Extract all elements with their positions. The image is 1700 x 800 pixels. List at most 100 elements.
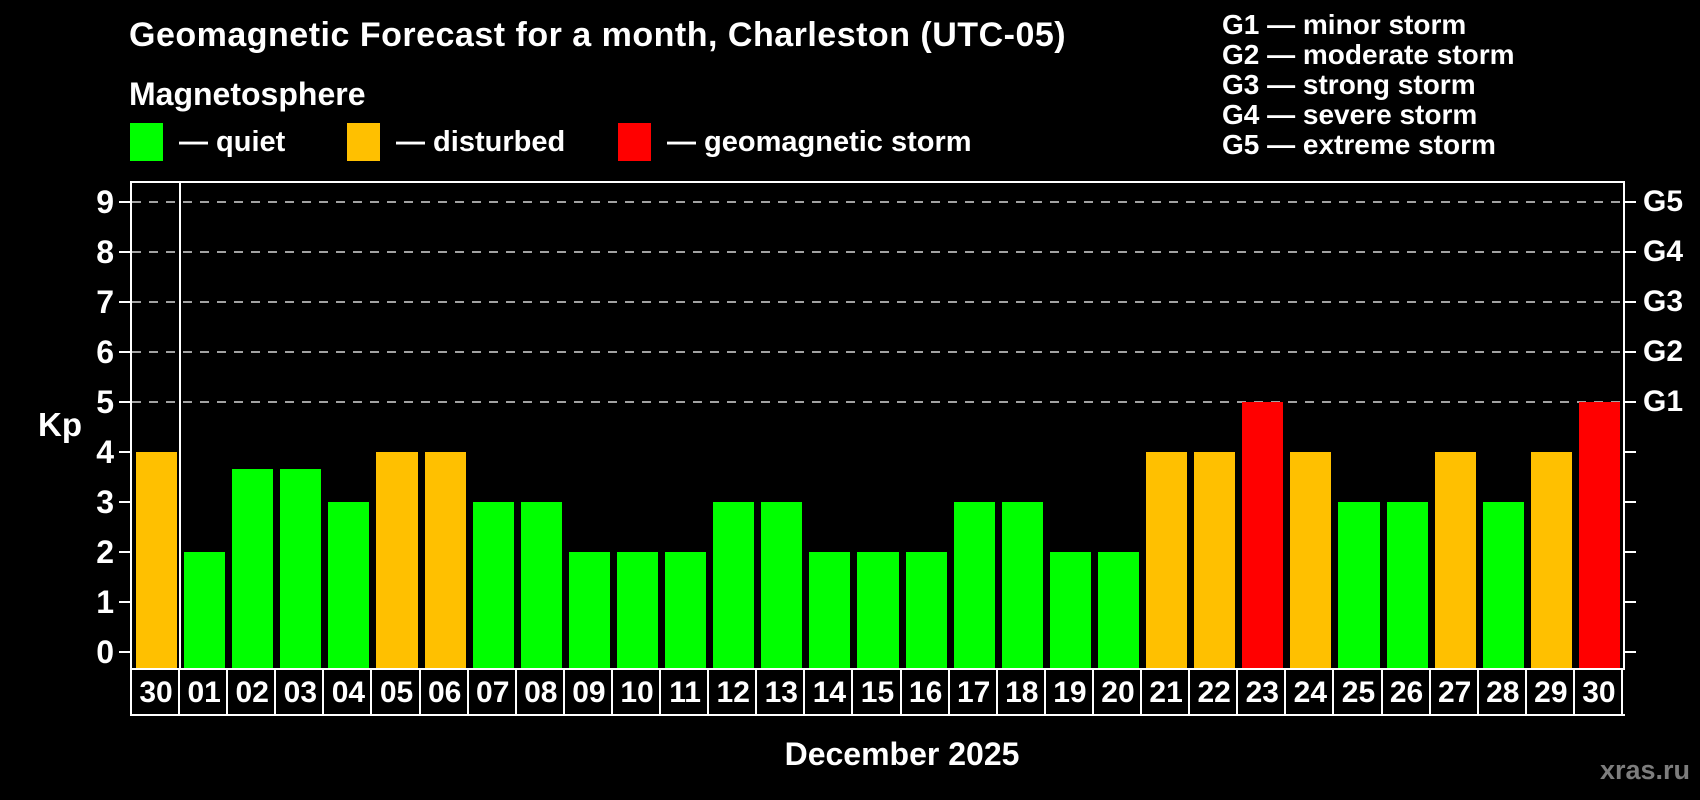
g-legend-line-2: G2 — moderate storm [1222,39,1515,70]
label-band-separator-27 [1428,668,1431,716]
label-band-separator-12 [707,668,710,716]
x-axis-day-label-10: 10 [620,676,654,709]
gridline-kp-6 [132,351,1623,353]
x-axis-day-label-3: 03 [283,676,318,709]
label-band-separator-13 [755,668,758,716]
page-title: Geomagnetic Forecast for a month, Charle… [129,16,1067,54]
x-axis-day-label-16: 16 [908,676,943,709]
kp-bar-day-02 [232,468,274,668]
x-axis-day-label-23: 23 [1245,676,1279,709]
y-axis-label-5: 5 [96,384,114,420]
gridline-kp-8 [132,251,1623,253]
magnetosphere-label: Magnetosphere [129,76,366,112]
kp-bar-day-10 [616,552,659,668]
label-band-top-line [130,668,1625,670]
left-tick-kp-5 [119,401,132,403]
label-band-separator-14 [803,668,806,716]
x-axis-day-label-14: 14 [812,676,847,709]
x-axis-day-label-9: 09 [572,676,606,709]
x-axis-day-label-17: 17 [957,676,991,709]
label-band-separator-1 [178,668,181,716]
left-tick-kp-8 [119,251,132,253]
x-axis-day-label-0: 30 [139,676,173,709]
disturbed-label: — disturbed [396,125,566,158]
kp-bar-day-20 [1097,552,1140,668]
label-band-separator-16 [899,668,902,716]
x-axis-day-label-26: 26 [1389,676,1424,709]
kp-bar-day-22 [1194,452,1236,668]
label-band-separator-7 [466,668,469,716]
g-legend-line-1: G1 — minor storm [1222,9,1467,40]
legend-item-storm: — geomagnetic storm [618,122,972,162]
label-band-separator-21 [1140,668,1143,716]
x-axis-day-label-4: 04 [331,676,366,709]
label-band-separator-2 [226,668,229,716]
kp-bar-day-17 [953,502,995,668]
x-axis-day-label-27: 27 [1437,676,1472,709]
legend-item-disturbed: — disturbed [347,122,565,162]
kp-bar-day-24 [1290,452,1332,668]
x-axis-day-label-20: 20 [1101,676,1135,709]
label-band-separator-10 [610,668,613,716]
label-band-separator-30 [1572,668,1575,716]
right-tick-kp-7 [1623,301,1636,303]
right-tick-kp-3 [1623,501,1636,503]
right-tick-kp-9 [1623,201,1636,203]
y-axis-label-8: 8 [96,234,114,270]
y-axis-label-6: 6 [96,334,114,370]
left-tick-kp-9 [119,201,132,203]
g-axis-label-G5: G5 [1643,185,1684,218]
x-axis-day-label-29: 29 [1534,676,1568,709]
g-legend-line-5: G5 — extreme storm [1222,129,1496,160]
label-band-separator-24 [1284,668,1287,716]
left-tick-kp-1 [119,601,132,603]
left-tick-kp-2 [119,551,132,553]
label-band-separator-6 [418,668,421,716]
label-band-separator-28 [1476,668,1479,716]
label-band-separator-9 [562,668,565,716]
x-axis-day-label-22: 22 [1197,676,1231,709]
x-axis-day-label-6: 06 [427,676,462,709]
gridline-kp-9 [132,201,1623,203]
right-tick-kp-8 [1623,251,1636,253]
kp-bar-day-15 [857,552,899,668]
gridline-kp-7 [132,301,1623,303]
label-band-separator-17 [947,668,950,716]
kp-bar-day-01 [184,552,226,668]
x-axis-day-label-19: 19 [1053,676,1087,709]
kp-bar-day-27 [1434,452,1476,668]
kp-bar-day-30 [136,452,178,668]
y-axis-label-0: 0 [96,634,114,670]
x-axis-day-label-5: 05 [379,676,414,709]
kp-bar-day-04 [328,502,370,668]
y-axis-label-2: 2 [96,534,114,570]
x-axis-day-label-30: 30 [1582,676,1616,709]
g-scale-legend: G1 — minor storm G2 — moderate storm G3 — … [1222,10,1515,160]
kp-bar-day-03 [280,468,322,668]
x-axis-day-label-15: 15 [860,676,895,709]
kp-bar-day-25 [1338,502,1380,668]
x-axis-day-label-28: 28 [1486,676,1520,709]
kp-bar-day-19 [1049,552,1091,668]
storm-color-swatch [618,123,651,161]
kp-bar-day-16 [905,552,947,668]
month-separator-line [179,183,182,668]
left-tick-kp-7 [119,301,132,303]
x-axis-day-label-1: 01 [187,676,221,709]
left-tick-kp-6 [119,351,132,353]
kp-bar-day-09 [568,552,610,668]
label-band-separator-23 [1236,668,1239,716]
y-axis-label-1: 1 [96,584,114,620]
label-band-separator-11 [659,668,662,716]
label-band-separator-19 [1043,668,1046,716]
right-tick-kp-6 [1623,351,1636,353]
label-band-separator-15 [851,668,854,716]
kp-bar-day-30 [1578,402,1620,668]
kp-bar-day-14 [809,552,851,668]
label-band-separator-29 [1524,668,1527,716]
x-axis-day-label-12: 12 [716,676,750,709]
right-tick-kp-0 [1623,651,1636,653]
disturbed-color-swatch [347,123,380,161]
x-axis-day-label-24: 24 [1293,676,1328,709]
y-axis-label-4: 4 [96,434,114,470]
